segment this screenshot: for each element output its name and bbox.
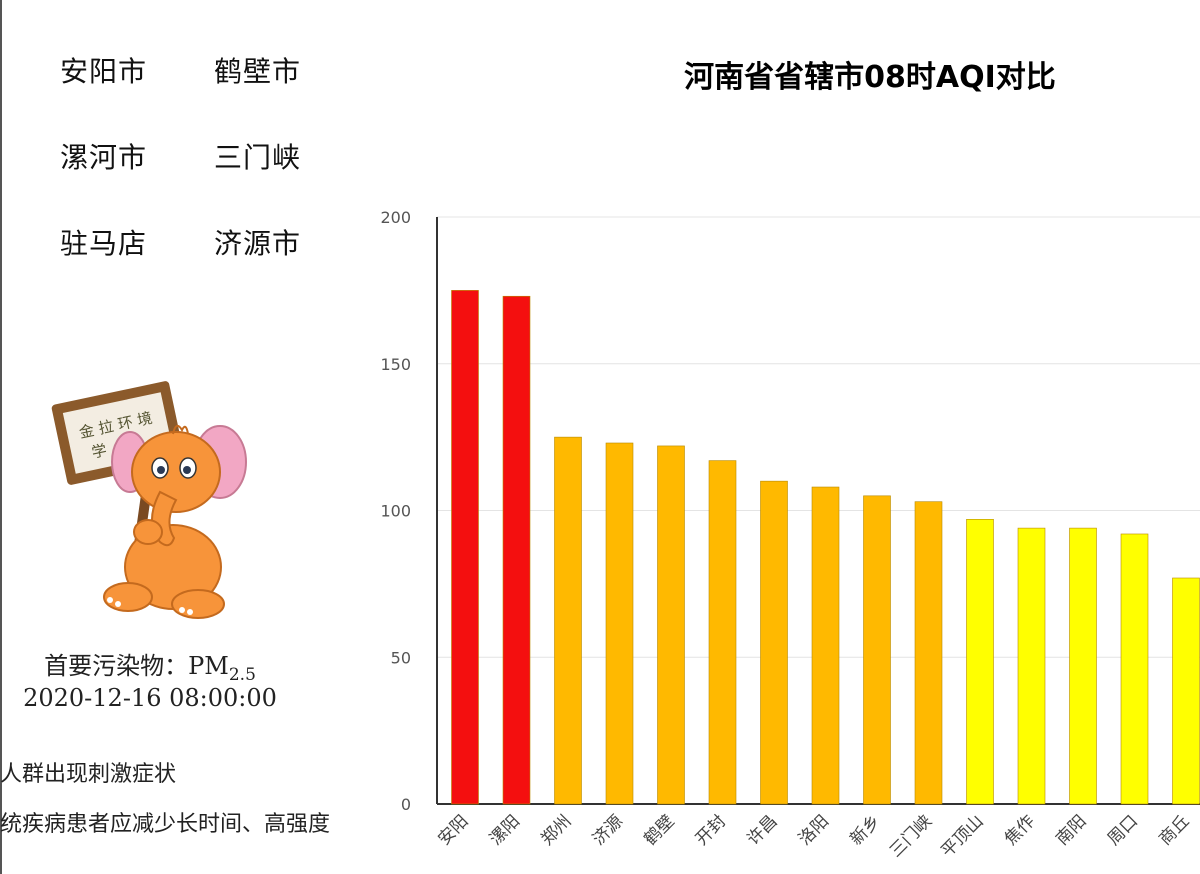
city-name: 济源市 bbox=[214, 227, 302, 260]
pollutant-datetime: 2020-12-16 08:00:00 bbox=[23, 684, 277, 712]
bar bbox=[914, 501, 943, 805]
city-name: 漯河市 bbox=[60, 141, 148, 174]
x-tick-label: 周口 bbox=[1104, 811, 1142, 849]
pollutant-name: PM bbox=[188, 652, 229, 680]
x-tick-label: 洛阳 bbox=[795, 811, 833, 849]
aqi-bar-chart: 0 50 100 150 200 安阳 漯阳 郑州 济源 鹤壁 开封 许昌 洛阳 新乡 三门峡 平顶山 焦作 南阳… bbox=[380, 208, 1200, 862]
bar bbox=[1120, 533, 1149, 805]
bar bbox=[1172, 577, 1200, 805]
y-tick-label: 100 bbox=[380, 502, 411, 521]
bar bbox=[657, 445, 685, 805]
x-tick-label: 郑州 bbox=[537, 811, 575, 849]
bar bbox=[502, 295, 531, 805]
bar bbox=[1017, 527, 1046, 805]
city-name: 安阳市 bbox=[60, 55, 148, 88]
x-tick-label: 安阳 bbox=[434, 811, 472, 849]
y-tick-label: 50 bbox=[391, 648, 411, 667]
bar bbox=[1069, 527, 1097, 805]
x-tick-label: 平顶山 bbox=[937, 811, 987, 861]
x-tick-label: 三门峡 bbox=[886, 811, 936, 861]
city-name: 驻马店 bbox=[60, 227, 148, 260]
x-tick-label: 鹤壁 bbox=[640, 811, 678, 849]
health-advice-line-1: 人群出现刺激症状 bbox=[0, 762, 177, 787]
x-tick-label: 焦作 bbox=[1001, 811, 1039, 849]
bar bbox=[966, 519, 994, 805]
bar bbox=[863, 495, 891, 805]
pollutant-label: 首要污染物： bbox=[44, 652, 189, 680]
y-tick-label: 200 bbox=[380, 208, 411, 227]
y-tick-label: 150 bbox=[380, 355, 411, 374]
bar bbox=[605, 442, 634, 805]
bar bbox=[811, 486, 840, 805]
bar bbox=[760, 480, 788, 805]
elephant-mascot-icon: 金 拉 环 境 学 bbox=[51, 381, 247, 619]
bar bbox=[554, 436, 582, 805]
pollutant-subscript: 2.5 bbox=[228, 664, 256, 685]
x-tick-label: 漯阳 bbox=[486, 811, 524, 849]
left-edge-border bbox=[0, 0, 2, 874]
city-name: 三门峡 bbox=[214, 141, 302, 174]
primary-pollutant: 首要污染物：PM2.5 bbox=[0, 646, 300, 685]
bar bbox=[451, 290, 479, 805]
x-tick-label: 开封 bbox=[692, 811, 730, 849]
bar bbox=[708, 460, 737, 805]
x-tick-label: 济源 bbox=[589, 811, 627, 849]
chart-title: 河南省省辖市08时AQI对比 bbox=[684, 60, 1056, 95]
x-tick-label: 商丘 bbox=[1155, 811, 1193, 849]
city-name: 鹤壁市 bbox=[214, 55, 302, 88]
health-advice-line-2: 统疾病患者应减少长时间、高强度 bbox=[0, 812, 331, 837]
x-tick-label: 南阳 bbox=[1052, 811, 1090, 849]
x-tick-label: 新乡 bbox=[846, 811, 884, 849]
y-tick-label: 0 bbox=[401, 795, 411, 814]
svg-text:学: 学 bbox=[90, 441, 108, 462]
x-tick-label: 许昌 bbox=[743, 811, 781, 849]
